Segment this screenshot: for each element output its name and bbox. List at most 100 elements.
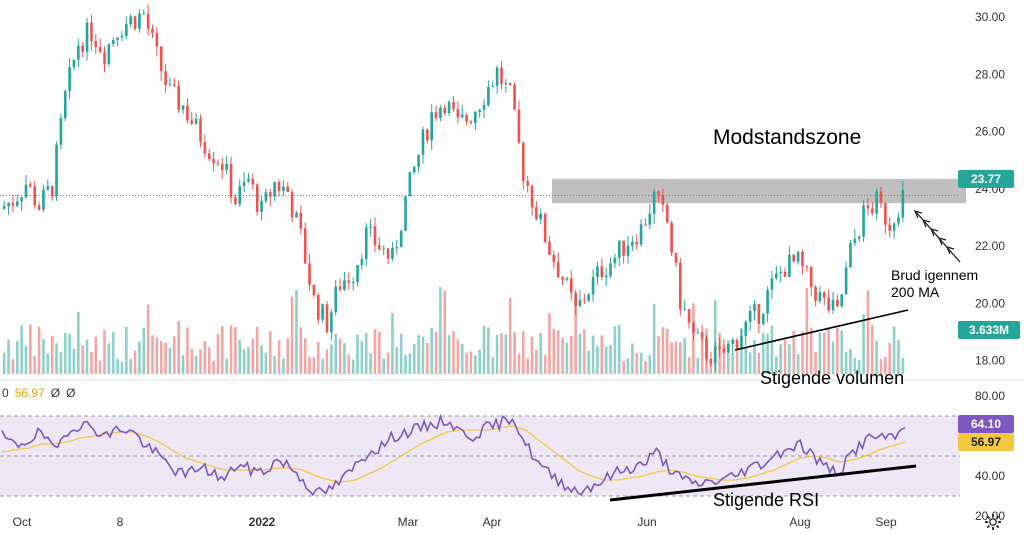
volume-bar <box>120 361 124 374</box>
candle-body <box>783 271 787 277</box>
volume-bar <box>321 358 324 374</box>
gear-icon[interactable] <box>984 513 1002 531</box>
volume-bar <box>29 324 32 374</box>
candle-body <box>229 164 233 198</box>
volume-bar <box>216 334 220 374</box>
candle-body <box>138 13 141 29</box>
volume-bar <box>447 335 451 374</box>
volume-bar <box>430 328 433 374</box>
volume-bar <box>849 349 852 374</box>
volume-bar <box>338 338 342 374</box>
volume-bar <box>530 336 534 374</box>
volume-bar <box>220 325 224 374</box>
volume-bar <box>190 348 194 374</box>
volume-bar <box>521 331 525 374</box>
candle-body <box>491 85 495 87</box>
candle-body <box>849 242 852 268</box>
volume-bar <box>125 326 128 374</box>
candle-body <box>487 86 490 106</box>
candle-body <box>42 189 45 210</box>
rsi-header-value: 56.97 <box>14 386 45 400</box>
candle-body <box>50 186 54 197</box>
candle-body <box>456 109 460 118</box>
candle-body <box>814 287 817 302</box>
candle-body <box>216 163 220 165</box>
time-tick-label: Aug <box>789 515 810 529</box>
volume-bar <box>382 358 386 374</box>
candle-body <box>242 181 246 187</box>
candle-body <box>312 284 316 296</box>
time-tick-label: Jun <box>637 515 656 529</box>
candle-body <box>775 273 778 279</box>
candle-body <box>11 203 15 206</box>
time-tick-label: 2022 <box>249 515 276 529</box>
candle-body <box>744 321 748 337</box>
candle-body <box>897 217 900 224</box>
volume-bar <box>753 339 756 374</box>
volume-bar <box>290 296 294 374</box>
candle-body <box>836 299 839 307</box>
volume-bar <box>460 344 464 374</box>
volume-bar <box>343 343 346 374</box>
volume-bar <box>77 311 80 374</box>
volume-bar <box>757 352 761 374</box>
candle-body <box>648 213 652 225</box>
candle-body <box>186 105 189 121</box>
volume-bar <box>334 333 338 374</box>
candle-body <box>382 248 386 250</box>
candle-body <box>421 129 425 155</box>
volume-bar <box>683 338 687 374</box>
candle-body <box>286 186 290 193</box>
candle-body <box>343 280 346 290</box>
candle-body <box>591 276 595 295</box>
volume-bar <box>491 357 495 374</box>
candle-body <box>460 114 464 118</box>
volume-bar <box>775 356 778 374</box>
volume-bar <box>565 342 569 374</box>
candle-body <box>818 292 822 302</box>
volume-bar <box>814 352 817 374</box>
candle-body <box>761 313 765 324</box>
volume-bar <box>116 358 119 374</box>
time-tick-label: 8 <box>117 515 124 529</box>
volume-bar <box>474 355 477 374</box>
candle-body <box>168 84 172 86</box>
candle-body <box>129 16 132 25</box>
candle-body <box>190 120 194 124</box>
volume-bar <box>679 342 682 374</box>
volume-bar <box>622 361 625 374</box>
candle-body <box>347 280 351 283</box>
rsi-tick-label: 80.00 <box>975 389 1005 403</box>
volume-bar <box>783 339 787 374</box>
volume-bar <box>168 347 172 374</box>
candle-body <box>709 358 713 364</box>
candle-body <box>199 118 202 142</box>
candle-body <box>809 266 813 288</box>
volume-bar <box>761 332 765 374</box>
candle-body <box>879 191 883 204</box>
candle-body <box>68 67 71 92</box>
candle-body <box>779 271 782 274</box>
volume-bar <box>583 329 586 374</box>
candle-body <box>238 186 242 205</box>
volume-bar <box>875 340 878 374</box>
volume-bar <box>330 344 333 374</box>
candle-body <box>120 35 124 38</box>
candle-body <box>604 275 608 278</box>
break-label-line1: Brud igennem <box>891 267 978 283</box>
candle-body <box>788 254 791 277</box>
candle-body <box>299 212 303 229</box>
volume-bar <box>796 354 800 374</box>
candle-body <box>543 213 547 242</box>
rising-rsi-label: Stigende RSI <box>713 490 819 510</box>
candle-body <box>316 295 320 320</box>
volume-bar <box>247 347 250 374</box>
volume-bar <box>648 355 652 374</box>
candle-body <box>177 85 180 110</box>
candle-body <box>740 336 743 349</box>
volume-bar <box>801 331 804 374</box>
volume-bar <box>199 349 202 374</box>
time-tick-label: Apr <box>483 515 502 529</box>
volume-badge: 3.633M <box>958 321 1020 339</box>
volume-bar <box>535 350 538 374</box>
